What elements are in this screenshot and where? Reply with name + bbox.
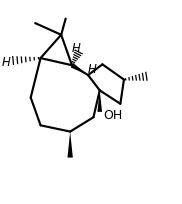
Polygon shape xyxy=(68,132,73,157)
Text: H: H xyxy=(87,63,96,76)
Text: H: H xyxy=(1,56,10,69)
Polygon shape xyxy=(97,90,102,112)
Polygon shape xyxy=(71,63,88,75)
Text: OH: OH xyxy=(104,109,123,122)
Text: H: H xyxy=(72,42,81,55)
